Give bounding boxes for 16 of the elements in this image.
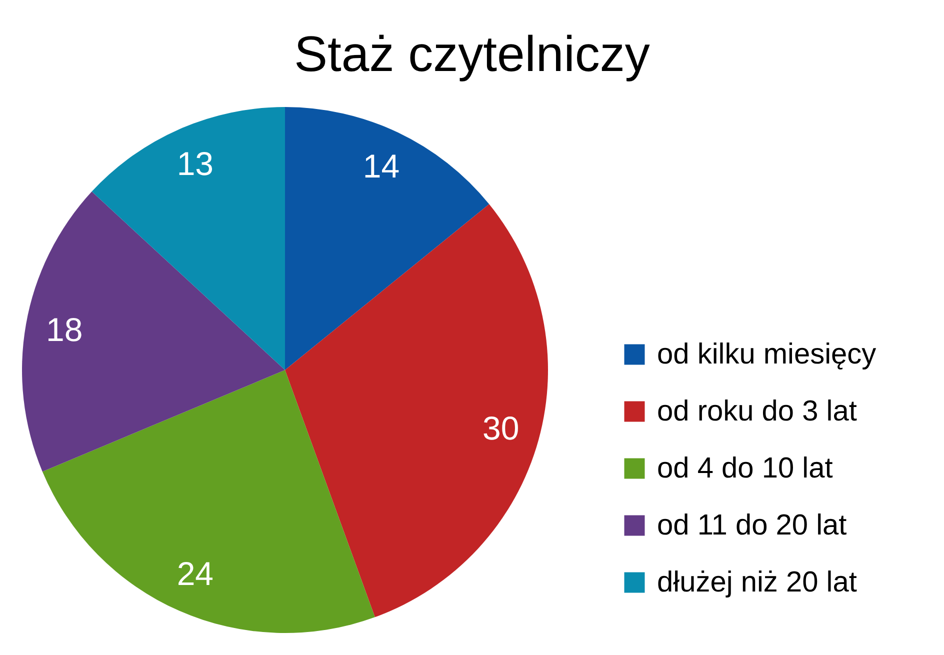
legend-label: od roku do 3 lat <box>657 396 857 428</box>
data-label: 13 <box>176 144 214 182</box>
legend-label: od kilku miesięcy <box>657 338 877 370</box>
data-label: 18 <box>46 311 83 348</box>
pie-slice <box>42 370 375 633</box>
pie-slice <box>285 107 490 370</box>
pie-slice <box>285 204 548 618</box>
data-label: 30 <box>482 410 520 447</box>
data-label: 24 <box>176 555 214 592</box>
legend-label: od 11 do 20 lat <box>657 510 847 542</box>
legend-label: od 4 do 10 lat <box>657 452 833 484</box>
data-label: 14 <box>362 148 400 185</box>
legend-label: dłużej niż 20 lat <box>657 566 857 598</box>
pie-slice <box>92 107 285 370</box>
chart-title: Staż czytelniczy <box>294 26 650 82</box>
pie-slice <box>22 192 285 472</box>
